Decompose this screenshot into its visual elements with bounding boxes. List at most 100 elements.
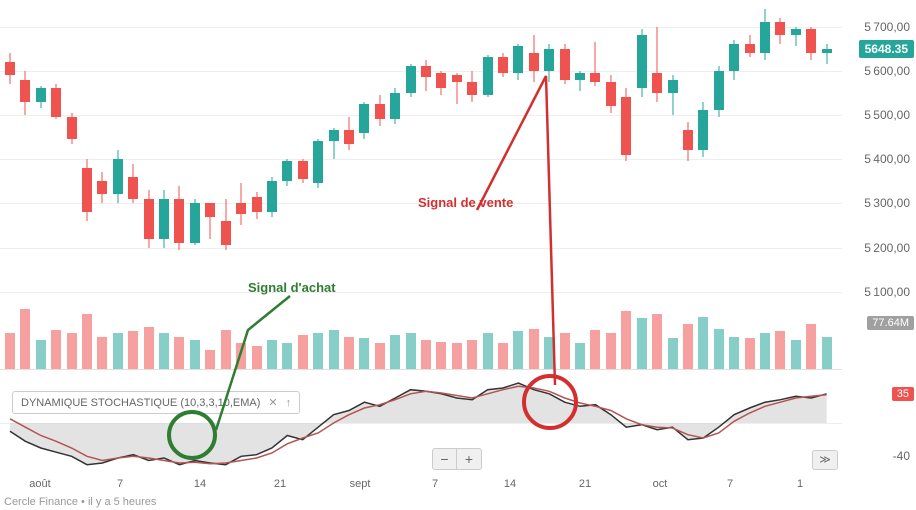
ytick-label: 5 200,00	[864, 241, 910, 255]
volume-bar	[252, 346, 262, 369]
xtick-label: août	[29, 478, 50, 490]
price-chart[interactable]	[0, 0, 842, 370]
close-icon[interactable]: ✕	[268, 396, 277, 409]
ytick-label: 5 100,00	[864, 285, 910, 299]
candlestick	[575, 71, 585, 91]
volume-bar	[344, 337, 354, 370]
volume-bar	[221, 330, 231, 369]
candlestick	[359, 102, 369, 140]
ytick-label: 5 700,00	[864, 20, 910, 34]
candlestick	[406, 64, 416, 97]
candlestick	[298, 159, 308, 183]
volume-bar	[174, 337, 184, 370]
candlestick	[606, 75, 616, 113]
volume-bar	[329, 330, 339, 369]
candlestick	[375, 95, 385, 126]
candlestick	[20, 71, 30, 115]
candlestick	[652, 27, 662, 102]
arrow-up-icon[interactable]: ↑	[286, 397, 292, 409]
volume-bar	[390, 335, 400, 369]
volume-bar	[745, 338, 755, 369]
volume-bar	[236, 343, 246, 369]
volume-bar	[513, 331, 523, 369]
candlestick	[683, 122, 693, 162]
volume-bar	[467, 340, 477, 369]
volume-tag: 77.64M	[867, 316, 914, 330]
volume-bar	[51, 330, 61, 369]
candlestick	[36, 86, 46, 108]
xtick-label: 14	[194, 478, 206, 490]
candlestick	[513, 44, 523, 79]
volume-bar	[97, 337, 107, 370]
candlestick	[205, 203, 215, 238]
volume-bar	[714, 329, 724, 369]
volume-bar	[590, 330, 600, 369]
candlestick	[806, 27, 816, 60]
candlestick	[714, 66, 724, 117]
candlestick	[190, 199, 200, 245]
price-yaxis: 5 100,005 200,005 300,005 400,005 500,00…	[842, 0, 916, 370]
volume-bar	[791, 340, 801, 369]
volume-bar	[205, 350, 215, 370]
candlestick	[421, 60, 431, 91]
volume-bar	[436, 342, 446, 369]
volume-bar	[544, 337, 554, 370]
volume-bar	[560, 333, 570, 369]
volume-bar	[159, 333, 169, 369]
volume-bar	[421, 340, 431, 369]
candlestick	[174, 186, 184, 250]
candlestick	[344, 117, 354, 150]
volume-bar	[67, 333, 77, 369]
candlestick	[544, 44, 554, 82]
candlestick	[97, 172, 107, 203]
volume-bar	[683, 324, 693, 370]
candlestick	[144, 190, 154, 247]
candlestick	[822, 44, 832, 64]
volume-bar	[359, 338, 369, 369]
volume-bar	[5, 333, 15, 369]
volume-bar	[36, 340, 46, 369]
current-price-tag: 5648.35	[859, 40, 914, 58]
volume-bar	[128, 331, 138, 369]
volume-bar	[637, 318, 647, 369]
volume-bar	[652, 314, 662, 369]
candlestick	[775, 18, 785, 45]
candlestick	[483, 55, 493, 97]
stochastic-indicator-pane[interactable]: DYNAMIQUE STOCHASTIQUE (10,3,3,10,EMA) ✕…	[0, 373, 842, 473]
candlestick	[390, 88, 400, 123]
xtick-label: 21	[579, 478, 591, 490]
candlestick	[236, 183, 246, 225]
candlestick	[529, 35, 539, 81]
volume-bar	[822, 337, 832, 370]
volume-bar	[668, 338, 678, 369]
volume-bar	[806, 324, 816, 370]
candlestick	[791, 27, 801, 47]
ytick-label: 5 400,00	[864, 152, 910, 166]
xtick-label: 1	[797, 478, 803, 490]
candlestick	[113, 150, 123, 203]
volume-bar	[606, 333, 616, 369]
time-xaxis: août71421sept71421oct71	[0, 476, 842, 496]
volume-bar	[113, 333, 123, 369]
volume-bar	[190, 340, 200, 369]
candlestick	[282, 159, 292, 186]
volume-bar	[375, 343, 385, 369]
volume-bar	[282, 343, 292, 369]
volume-bar	[82, 314, 92, 369]
volume-bar	[406, 333, 416, 369]
volume-bar	[760, 333, 770, 369]
candlestick	[498, 53, 508, 77]
volume-bar	[20, 309, 30, 369]
candlestick	[252, 192, 262, 219]
candlestick	[745, 35, 755, 57]
candlestick	[128, 164, 138, 204]
candlestick	[590, 42, 600, 86]
candlestick	[560, 44, 570, 84]
candlestick	[67, 113, 77, 144]
volume-bar	[729, 337, 739, 370]
volume-bar	[775, 331, 785, 369]
footer-source: Cercle Finance • il y a 5 heures	[4, 496, 156, 508]
xtick-label: 7	[432, 478, 438, 490]
candlestick	[82, 159, 92, 221]
xtick-label: 7	[117, 478, 123, 490]
